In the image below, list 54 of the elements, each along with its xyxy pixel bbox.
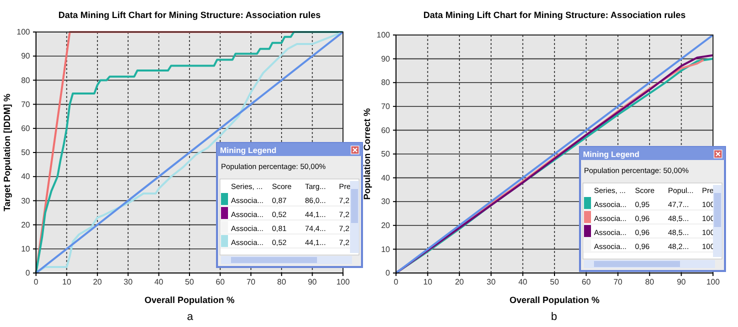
x-tick-label: 50 xyxy=(550,278,560,287)
x-tick-label: 10 xyxy=(423,278,433,287)
y-tick-label: 90 xyxy=(21,52,31,61)
chart-title: Data Mining Lift Chart for Mining Structure: Association rules xyxy=(423,10,686,20)
x-tick-label: 40 xyxy=(154,278,164,287)
x-tick-label: 30 xyxy=(486,278,496,287)
y-tick-label: 0 xyxy=(26,268,31,278)
x-tick-label: 20 xyxy=(92,278,102,287)
y-axis-title: Target Population [IDDM] % xyxy=(2,94,12,212)
y-tick-label: 80 xyxy=(21,76,31,85)
x-tick-label: 80 xyxy=(277,278,287,287)
y-tick-label: 10 xyxy=(381,244,391,254)
annotation: Mining Legend xyxy=(220,146,277,155)
x-tick-label: 30 xyxy=(124,278,134,287)
x-tick-label: 0 xyxy=(394,278,399,287)
x-tick-label: 50 xyxy=(185,278,194,287)
x-tick-label: 10 xyxy=(62,278,72,287)
y-tick-label: 30 xyxy=(21,196,31,206)
annotation: Mining Legend xyxy=(583,150,640,159)
y-tick-label: 30 xyxy=(381,197,391,206)
y-tick-label: 80 xyxy=(381,78,391,88)
y-tick-label: 100 xyxy=(376,30,391,40)
x-tick-label: 90 xyxy=(676,278,686,287)
y-tick-label: 50 xyxy=(21,148,31,158)
text: b xyxy=(550,311,558,323)
x-tick-label: 100 xyxy=(706,278,720,287)
y-axis-title: Population Correct % xyxy=(362,108,372,200)
y-tick-label: 40 xyxy=(381,173,391,182)
y-tick-label: 60 xyxy=(381,126,391,135)
x-tick-label: 100 xyxy=(336,278,350,287)
y-tick-label: 10 xyxy=(21,244,31,254)
y-tick-label: 50 xyxy=(381,150,391,159)
x-tick-label: 70 xyxy=(246,278,256,287)
text: a xyxy=(186,311,194,323)
x-tick-label: 20 xyxy=(454,278,464,287)
x-tick-label: 80 xyxy=(645,278,655,287)
x-axis-title: Overall Population % xyxy=(144,295,235,305)
x-axis-title: Overall Population % xyxy=(509,295,600,305)
x-tick-label: 60 xyxy=(216,278,226,287)
y-tick-label: 40 xyxy=(21,172,31,182)
x-tick-label: 90 xyxy=(308,278,318,287)
y-tick-label: 20 xyxy=(21,220,31,230)
y-tick-label: 20 xyxy=(381,220,391,230)
y-tick-label: 70 xyxy=(381,102,391,111)
y-tick-label: 60 xyxy=(21,124,31,133)
y-tick-label: 0 xyxy=(386,268,391,278)
x-tick-label: 0 xyxy=(34,278,39,287)
x-tick-label: 60 xyxy=(582,278,592,287)
chart-title: Data Mining Lift Chart for Mining Structure: Association rules xyxy=(58,10,321,20)
y-tick-label: 100 xyxy=(16,28,31,37)
x-tick-label: 40 xyxy=(518,278,528,287)
y-tick-label: 70 xyxy=(21,100,31,109)
y-tick-label: 90 xyxy=(381,54,391,64)
x-tick-label: 70 xyxy=(613,278,623,287)
